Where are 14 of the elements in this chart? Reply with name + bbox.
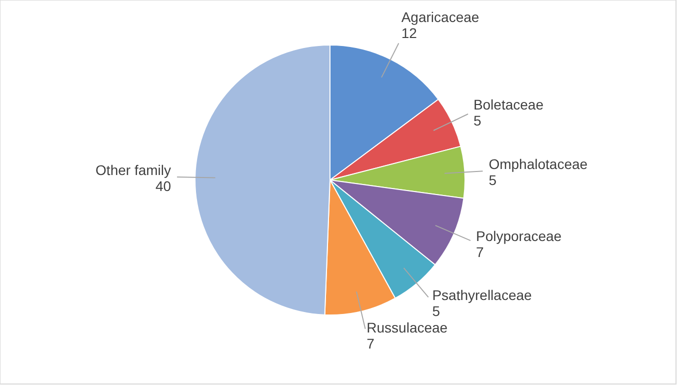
data-label: 12 (401, 24, 418, 41)
data-label: 7 (476, 244, 484, 260)
slice-label: Other family (96, 162, 172, 178)
data-label: 5 (473, 112, 482, 128)
data-label: 40 (155, 178, 172, 194)
slice-label: Agaricaceae (401, 8, 480, 25)
slice-label: Psathyrellaceae (432, 286, 532, 303)
slice-label: Polyporaceae (476, 228, 562, 244)
slice-label: Russulaceae (366, 320, 448, 336)
data-label: 5 (432, 302, 440, 319)
data-label: 7 (366, 336, 375, 352)
slice-label: Boletaceae (473, 96, 544, 112)
data-label: 5 (488, 172, 497, 188)
slice-label: Omphalotaceae (488, 156, 588, 172)
